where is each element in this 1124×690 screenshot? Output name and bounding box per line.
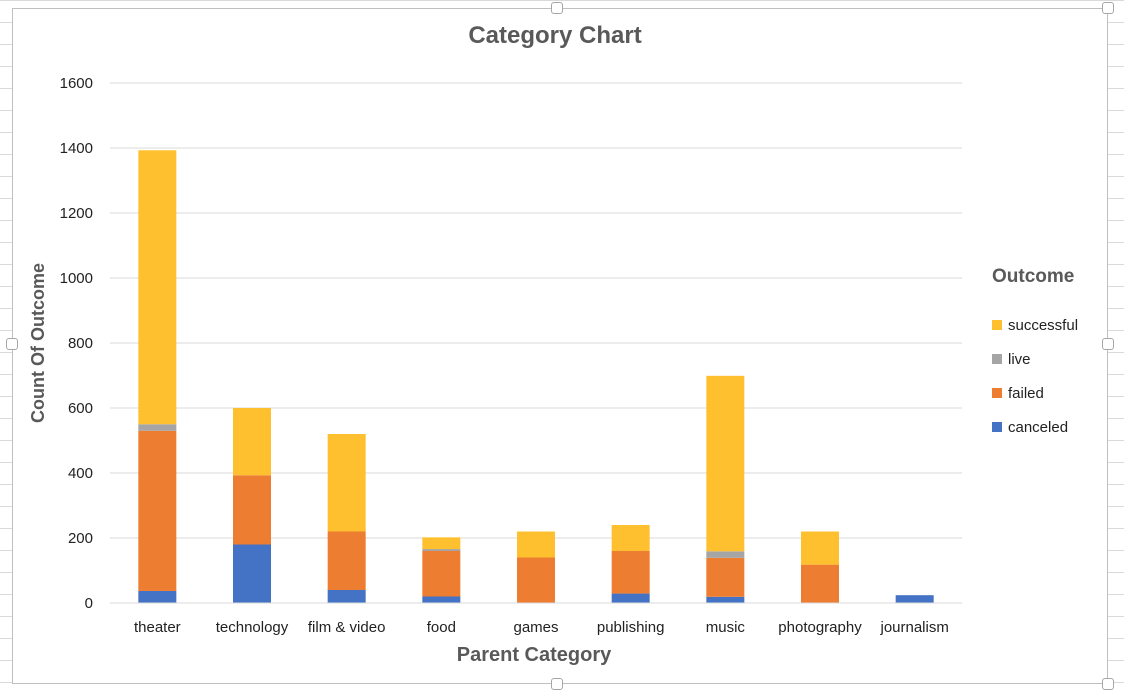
bar-failed-technology bbox=[233, 475, 271, 545]
x-axis-title[interactable]: Parent Category bbox=[456, 644, 612, 666]
bar-failed-food bbox=[422, 551, 461, 597]
y-tick-label: 1200 bbox=[60, 205, 93, 222]
resize-handle-right[interactable] bbox=[1102, 338, 1114, 350]
y-tick-label: 1000 bbox=[60, 270, 93, 287]
y-tick-label: 200 bbox=[68, 530, 93, 547]
bar-canceled-journalism bbox=[895, 595, 934, 603]
chart-area[interactable] bbox=[12, 8, 1108, 684]
bar-failed-photography bbox=[801, 564, 839, 603]
legend-swatch bbox=[992, 388, 1002, 398]
bar-failed-games bbox=[517, 557, 555, 603]
resize-handle-top-right[interactable] bbox=[1102, 2, 1114, 14]
y-tick-label: 600 bbox=[68, 400, 93, 417]
legend-item-canceled[interactable]: canceled bbox=[992, 410, 1102, 444]
bar-failed-music bbox=[706, 557, 745, 597]
legend-items: successful live failed canceled bbox=[992, 308, 1102, 444]
legend-swatch bbox=[992, 354, 1002, 364]
chart-title[interactable]: Category Chart bbox=[468, 22, 642, 49]
bar-successful-theater bbox=[138, 150, 177, 425]
x-tick-label: film & video bbox=[308, 619, 386, 636]
y-tick-label: 0 bbox=[85, 595, 93, 612]
bar-canceled-publishing bbox=[611, 593, 650, 603]
bar-successful-games bbox=[517, 531, 555, 558]
y-axis-title[interactable]: Count Of Outcome bbox=[28, 263, 48, 423]
x-tick-label: photography bbox=[778, 619, 862, 636]
bar-failed-film-video bbox=[327, 531, 366, 590]
bar-live-theater bbox=[138, 424, 177, 431]
y-tick-label: 1400 bbox=[60, 140, 93, 157]
legend-label: canceled bbox=[1008, 418, 1069, 436]
resize-handle-left[interactable] bbox=[6, 338, 18, 350]
x-tick-label: games bbox=[513, 619, 558, 636]
legend-label: live bbox=[1008, 350, 1031, 368]
bar-successful-film-video bbox=[327, 434, 366, 532]
legend-item-failed[interactable]: failed bbox=[992, 376, 1102, 410]
bar-canceled-food bbox=[422, 596, 461, 603]
bar-successful-food bbox=[422, 537, 461, 550]
bar-successful-photography bbox=[801, 531, 839, 565]
legend-title: Outcome bbox=[992, 266, 1075, 287]
legend-label: successful bbox=[1008, 316, 1079, 334]
bar-live-music bbox=[706, 551, 745, 558]
x-tick-label: journalism bbox=[879, 619, 948, 636]
bar-failed-theater bbox=[138, 430, 177, 591]
y-tick-label: 400 bbox=[68, 465, 93, 482]
resize-handle-top[interactable] bbox=[551, 2, 563, 14]
y-tick-label: 800 bbox=[68, 335, 93, 352]
bar-canceled-film-video bbox=[327, 590, 366, 603]
legend-item-live[interactable]: live bbox=[992, 342, 1102, 376]
bar-successful-publishing bbox=[611, 525, 650, 551]
y-tick-label: 1600 bbox=[60, 75, 93, 92]
legend-label: failed bbox=[1008, 384, 1044, 402]
x-tick-label: food bbox=[427, 619, 456, 636]
x-tick-label: publishing bbox=[597, 619, 665, 636]
x-tick-label: technology bbox=[216, 619, 289, 636]
legend[interactable]: Outcome successful live failed canceled bbox=[992, 266, 1102, 444]
legend-swatch bbox=[992, 320, 1002, 330]
bar-live-food bbox=[422, 549, 461, 551]
bar-successful-technology bbox=[233, 408, 271, 476]
bar-successful-music bbox=[706, 375, 745, 552]
bar-canceled-music bbox=[706, 596, 745, 603]
bar-failed-publishing bbox=[611, 551, 650, 594]
legend-item-successful[interactable]: successful bbox=[992, 308, 1102, 342]
bar-canceled-theater bbox=[138, 590, 177, 603]
x-tick-label: theater bbox=[134, 619, 181, 636]
x-tick-label: music bbox=[706, 619, 746, 636]
legend-swatch bbox=[992, 422, 1002, 432]
bar-canceled-technology bbox=[233, 544, 271, 603]
